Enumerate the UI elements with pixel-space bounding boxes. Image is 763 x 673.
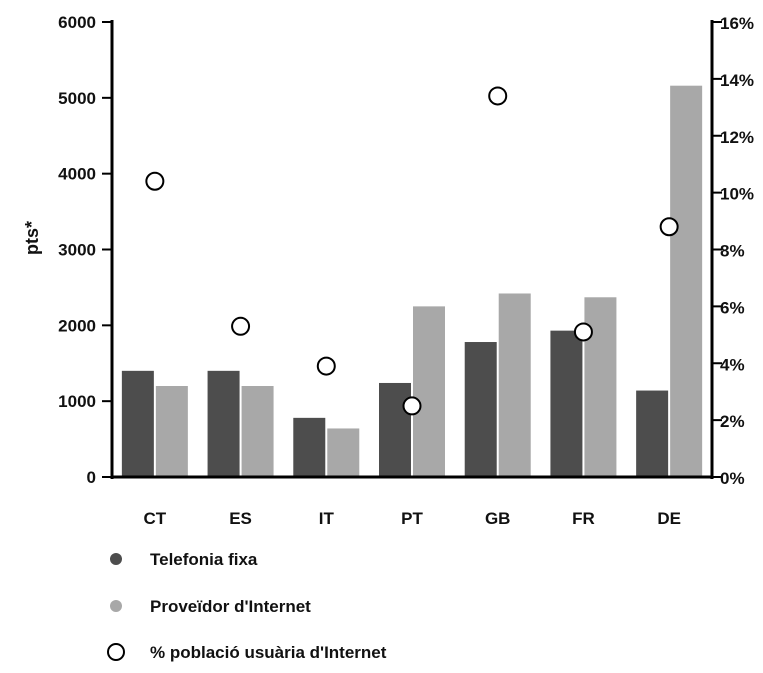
bar-it-telefonia-fixa (293, 417, 326, 477)
y-tick-label-left: 1000 (58, 392, 96, 411)
x-tick-label-pt: PT (401, 509, 423, 528)
bar-it-proveidor-internet (327, 428, 360, 477)
y-tick-label-right: 10% (720, 185, 754, 204)
y-tick-label-right: 6% (720, 298, 745, 317)
bar-de-proveidor-internet (670, 85, 703, 477)
y-tick-label-right: 8% (720, 242, 745, 261)
y-tick-label-right: 2% (720, 412, 745, 431)
x-tick-label-it: IT (319, 509, 335, 528)
bar-de-telefonia-fixa (636, 390, 669, 477)
point-de-poblacio-usuaria (659, 217, 679, 237)
y-tick-label-left: 5000 (58, 89, 96, 108)
y-tick-label-right: 0% (720, 469, 745, 488)
y-tick-label-left: 3000 (58, 241, 96, 260)
y-tick-label-right: 4% (720, 355, 745, 374)
y-tick-label-right: 16% (720, 14, 754, 33)
legend-swatch-2 (107, 643, 125, 661)
x-tick-label-gb: GB (485, 509, 511, 528)
x-tick-label-de: DE (657, 509, 681, 528)
y-tick-label-right: 12% (720, 128, 754, 147)
point-ct-poblacio-usuaria (145, 171, 165, 191)
point-fr-poblacio-usuaria (573, 322, 593, 342)
bar-ct-proveidor-internet (155, 386, 188, 477)
y-tick-label-left: 6000 (58, 13, 96, 32)
y-axis-label: pts* (22, 221, 42, 255)
y-tick-label-left: 4000 (58, 165, 96, 184)
legend-label-1: Proveïdor d'Internet (150, 597, 311, 616)
point-gb-poblacio-usuaria (488, 86, 508, 106)
point-pt-poblacio-usuaria (402, 396, 422, 416)
y-tick-label-left: 0 (87, 468, 96, 487)
bar-gb-proveidor-internet (498, 293, 531, 477)
bar-fr-telefonia-fixa (550, 330, 583, 477)
bar-es-telefonia-fixa (207, 370, 240, 477)
point-es-poblacio-usuaria (231, 316, 251, 336)
legend-label-2: % població usuària d'Internet (150, 643, 387, 662)
point-it-poblacio-usuaria (316, 356, 336, 376)
legend-swatch-0 (110, 553, 122, 565)
legend-swatch-1 (110, 600, 122, 612)
x-tick-label-fr: FR (572, 509, 595, 528)
bar-ct-telefonia-fixa (121, 370, 154, 477)
bar-pt-proveidor-internet (413, 306, 445, 477)
x-tick-label-ct: CT (144, 509, 167, 528)
y-tick-label-right: 14% (720, 71, 754, 90)
x-tick-label-es: ES (229, 509, 252, 528)
bar-es-proveidor-internet (241, 386, 274, 477)
bar-fr-proveidor-internet (584, 297, 617, 477)
bar-pt-telefonia-fixa (379, 382, 411, 477)
y-tick-label-left: 2000 (58, 316, 96, 335)
bar-gb-telefonia-fixa (464, 342, 497, 477)
legend-label-0: Telefonia fixa (150, 550, 258, 569)
